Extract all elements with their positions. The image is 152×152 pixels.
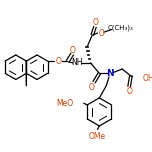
Text: O: O xyxy=(55,57,61,66)
Text: OMe: OMe xyxy=(88,132,105,141)
Text: MeO: MeO xyxy=(56,99,73,108)
Text: O: O xyxy=(88,83,94,92)
Text: O: O xyxy=(70,46,76,55)
Text: O: O xyxy=(93,18,99,27)
Text: O: O xyxy=(126,87,132,96)
Text: OH: OH xyxy=(143,74,152,83)
Text: N: N xyxy=(106,69,114,78)
Text: NH: NH xyxy=(71,58,82,67)
Text: O: O xyxy=(98,29,104,38)
Text: C(CH₃)₃: C(CH₃)₃ xyxy=(107,25,133,31)
